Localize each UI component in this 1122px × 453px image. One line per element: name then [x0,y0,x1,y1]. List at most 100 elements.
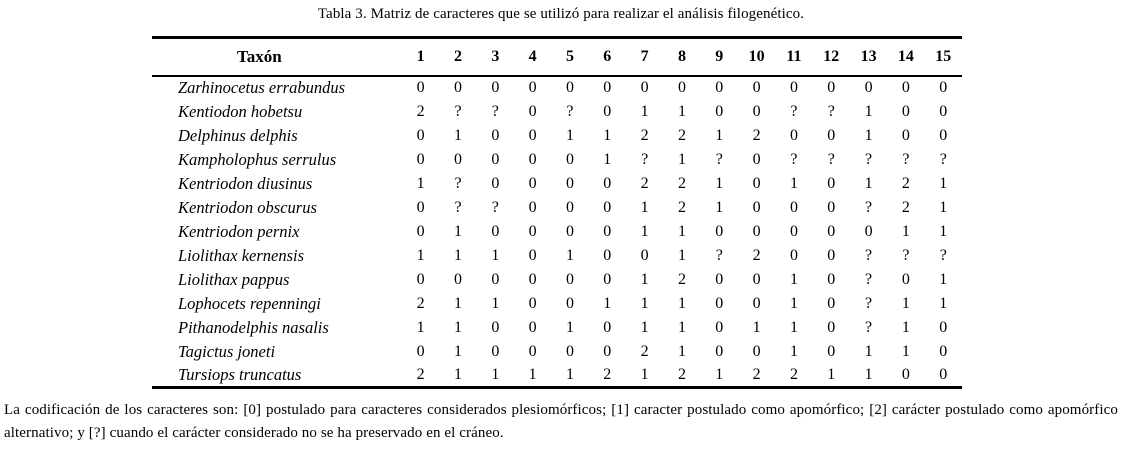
character-state-cell: 0 [416,79,425,96]
character-state-cell: 1 [677,318,686,336]
character-state-cell: 1 [677,294,686,312]
character-number-header: 12 [823,47,840,65]
character-state-cell: 1 [565,365,574,383]
character-state-cell: 1 [901,318,910,336]
character-number-header: 6 [603,47,612,65]
character-state-cell: 2 [752,246,761,264]
character-state-cell: 1 [640,222,649,240]
character-state-cell: 1 [565,126,574,144]
character-state-cell: ? [827,150,835,168]
character-state-cell: 0 [528,342,537,360]
taxon-name: Zarhinocetus errabundus [178,78,345,97]
character-state-cell: 1 [939,270,948,288]
character-state-cell: 0 [939,365,948,383]
character-state-cell: ? [641,150,649,168]
footnote: La codificación de los caracteres son: [… [4,402,1118,441]
character-state-cell: 0 [491,270,500,288]
matrix-body: Zarhinocetus errabundus 0 0 0 0 0 0 0 0 0 0 0 0 0 0 0 Ke… [152,76,962,388]
character-state-cell: 1 [640,365,649,383]
character-state-cell: 0 [939,102,948,120]
character-state-cell: 1 [789,294,798,312]
character-state-cell: 2 [677,270,686,288]
character-state-cell: 0 [640,246,649,264]
character-state-cell: 1 [603,150,612,168]
character-state-cell: 0 [453,150,462,168]
character-state-cell: 1 [939,174,948,192]
character-state-cell: ? [865,270,873,288]
character-state-cell: ? [865,294,873,312]
character-state-cell: ? [827,102,835,120]
character-state-cell: ? [790,150,798,168]
taxon-name: Kampholophus serrulus [178,149,337,169]
character-state-cell: 1 [789,174,798,192]
table-row: Kentiodon hobetsu 2?? 0? 0 1 1 0 0?? 1 0 0 [152,100,962,124]
character-state-cell: 1 [864,102,873,120]
character-state-cell: 0 [603,222,612,240]
character-state-cell: 2 [677,198,686,216]
character-state-cell: 1 [901,294,910,312]
character-state-cell: 0 [715,270,724,288]
character-state-cell: 0 [491,342,500,360]
character-state-cell: 0 [752,198,761,216]
character-state-cell: 1 [453,365,462,383]
character-number-header: 14 [897,47,914,65]
character-state-cell: 1 [864,365,873,383]
character-state-cell: 1 [491,246,500,264]
character-state-cell: 0 [827,198,836,216]
character-state-cell: 0 [789,246,798,264]
table-row: Kentriodon obscurus 0?? 0 0 0 1 2 1 0 0 0? 2 1 [152,196,962,220]
character-state-cell: 1 [715,126,724,144]
taxon-name: Tagictus joneti [178,341,276,361]
character-state-cell: 0 [528,198,537,216]
character-state-cell: 0 [901,365,910,383]
character-number-header: 10 [748,47,765,65]
character-state-cell: 0 [603,102,612,120]
character-state-cell: 1 [603,294,612,312]
character-state-cell: ? [865,318,873,336]
character-state-cell: 1 [789,270,798,288]
character-state-cell: 0 [827,318,836,336]
character-state-cell: 0 [453,79,462,96]
character-state-cell: ? [454,174,462,192]
character-state-cell: 1 [677,150,686,168]
character-state-cell: 0 [528,79,537,96]
character-state-cell: 0 [528,174,537,192]
character-state-cell: 1 [901,222,910,240]
character-state-cell: 1 [453,222,462,240]
character-state-cell: 0 [939,79,948,96]
character-state-cell: 0 [901,126,910,144]
taxon-name: Kentiodon hobetsu [178,101,303,121]
character-state-cell: 1 [453,246,462,264]
character-state-cell: 0 [491,174,500,192]
character-number-header: 2 [453,47,462,65]
character-state-cell: 0 [901,102,910,120]
character-state-cell: 0 [416,198,425,216]
character-state-cell: 0 [565,150,574,168]
character-state-cell: ? [902,246,910,264]
character-state-cell: 0 [864,79,873,96]
character-state-cell: 1 [789,318,798,336]
character-state-cell: 0 [528,126,537,144]
taxon-name: Kentriodon pernix [178,221,300,241]
character-state-cell: 1 [491,365,500,383]
table-header: Taxón 1 2 3 4 5 6 7 8 9 10 11 12 13 14 15 [152,38,962,76]
character-state-cell: 0 [565,342,574,360]
character-state-cell: 0 [939,342,948,360]
character-state-cell: 0 [528,150,537,168]
character-state-cell: 0 [603,342,612,360]
character-state-cell: 0 [715,79,724,96]
character-state-cell: 2 [640,126,649,144]
character-state-cell: 0 [715,222,724,240]
character-state-cell: 0 [827,246,836,264]
character-state-cell: ? [865,246,873,264]
character-state-cell: 2 [752,126,761,144]
character-state-cell: 0 [453,270,462,288]
character-state-cell: 0 [603,270,612,288]
character-state-cell: 0 [528,294,537,312]
character-state-cell: 0 [864,222,873,240]
character-state-cell: 1 [827,365,836,383]
character-number-header: 3 [491,47,500,65]
table-row: Tagictus joneti 0 1 0 0 0 0 2 1 0 0 1 0 1 1 0 [152,340,962,364]
character-state-cell: 0 [789,222,798,240]
character-state-cell: 2 [603,365,612,383]
